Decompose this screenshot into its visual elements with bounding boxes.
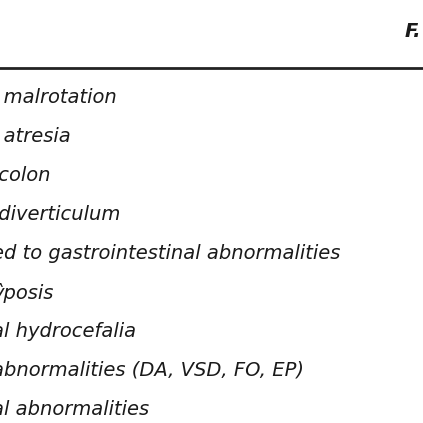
- Text: F.: F.: [405, 22, 421, 41]
- Text: al abnormalities: al abnormalities: [0, 400, 149, 419]
- Text: al hydrocefalia: al hydrocefalia: [0, 322, 136, 341]
- Text: l malrotation: l malrotation: [0, 88, 117, 107]
- Text: abnormalities (DA, VSD, FO, EP): abnormalities (DA, VSD, FO, EP): [0, 361, 304, 380]
- Text: diverticulum: diverticulum: [0, 205, 121, 224]
- Text: ed to gastrointestinal abnormalities: ed to gastrointestinal abnormalities: [0, 244, 341, 263]
- Text: colon: colon: [0, 166, 50, 185]
- Text: l atresia: l atresia: [0, 127, 71, 146]
- Text: ŷposis: ŷposis: [0, 283, 53, 303]
